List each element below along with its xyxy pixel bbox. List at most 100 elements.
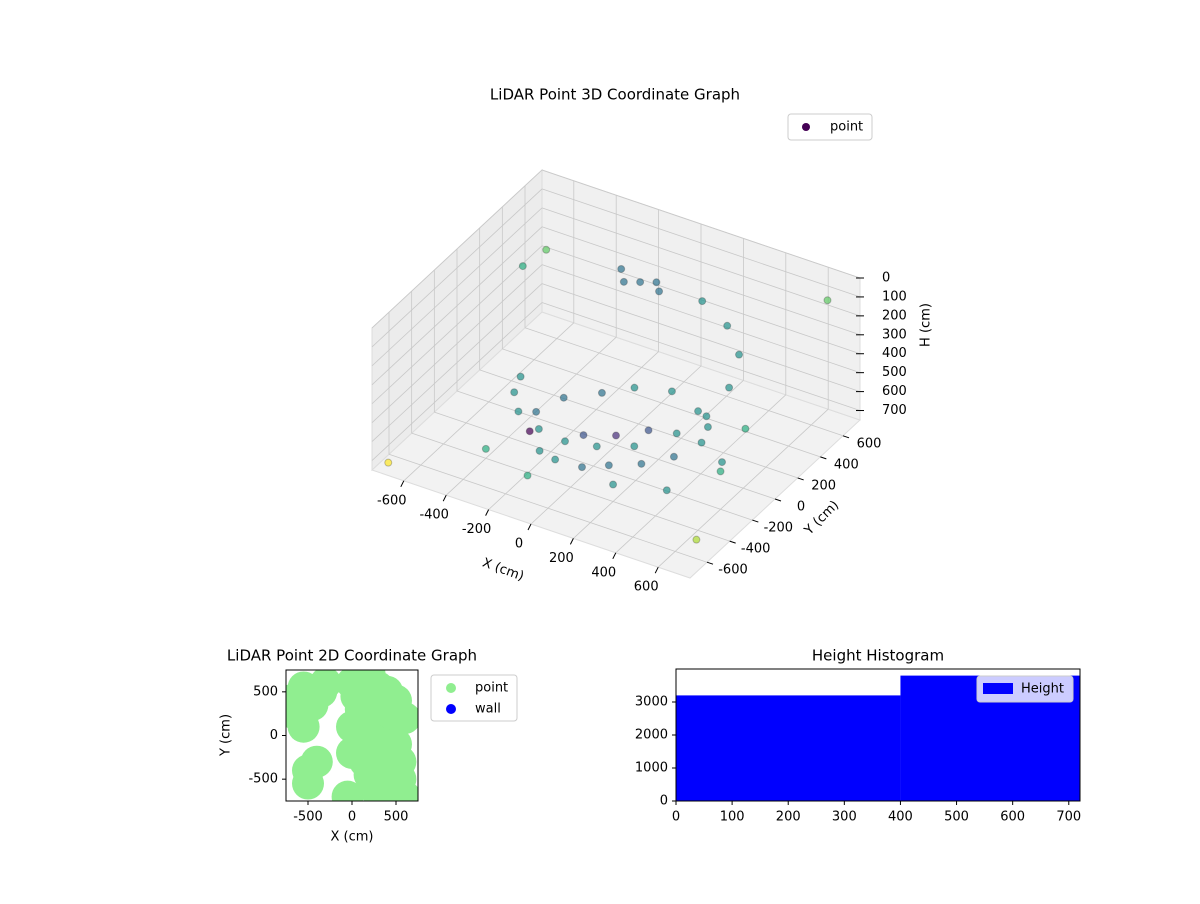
point <box>384 458 393 467</box>
grid-line <box>541 207 861 317</box>
grid-line <box>371 169 543 329</box>
legend-label: point <box>475 681 508 696</box>
point <box>525 427 534 436</box>
x-tick <box>654 566 659 574</box>
point <box>662 486 671 495</box>
point <box>694 407 703 416</box>
grid-line <box>434 411 753 521</box>
point <box>636 278 645 287</box>
x-tick-label: 700 <box>1056 810 1081 825</box>
y-axis-label: Y (cm) <box>219 714 234 757</box>
point <box>362 728 395 761</box>
z-tick-label: 700 <box>882 403 907 418</box>
legend-box <box>976 675 1074 703</box>
x-tick <box>442 494 447 502</box>
y-tick-label: 500 <box>253 684 278 699</box>
point <box>698 297 707 306</box>
y-tick-label: 1000 <box>635 761 668 776</box>
y-tick-label: 0 <box>270 728 278 743</box>
legend-marker <box>983 683 1013 694</box>
grid-line <box>371 188 543 348</box>
chart-title: LiDAR Point 3D Coordinate Graph <box>490 86 740 104</box>
point <box>619 277 628 286</box>
legend-box <box>787 113 873 141</box>
x-tick-label: 600 <box>1000 810 1025 825</box>
point <box>516 372 525 381</box>
grid-line <box>411 432 730 542</box>
point <box>718 458 726 467</box>
point <box>532 407 541 416</box>
point <box>669 452 678 461</box>
grid-line <box>371 283 543 442</box>
x-tick-label: 0 <box>672 810 680 825</box>
point <box>380 763 412 796</box>
grid-line <box>371 264 543 423</box>
point <box>725 383 734 392</box>
x-tick-label: 500 <box>384 810 409 825</box>
point <box>630 383 639 392</box>
grid-line <box>541 188 861 298</box>
point <box>655 287 664 296</box>
point <box>336 710 368 743</box>
point <box>667 387 676 396</box>
x-tick-label: -500 <box>293 810 323 825</box>
x-tick-label: 200 <box>549 551 574 566</box>
grid-line <box>371 207 543 367</box>
x-tick-label: 600 <box>634 580 659 595</box>
y-tick <box>729 540 736 544</box>
point <box>551 455 560 464</box>
x-tick-label: 100 <box>720 810 745 825</box>
z-axis-label: H (cm) <box>919 303 934 347</box>
point <box>604 461 613 470</box>
x-tick-label: 0 <box>348 810 356 825</box>
chart-title: Height Histogram <box>812 647 944 665</box>
point <box>672 429 681 438</box>
legend-marker <box>802 123 810 131</box>
x-tick-label: 200 <box>776 810 801 825</box>
x-axis-label: X (cm) <box>331 830 374 845</box>
x-tick-label: 500 <box>944 810 969 825</box>
point <box>823 296 832 305</box>
point <box>559 393 568 402</box>
point <box>578 463 586 472</box>
point <box>637 459 646 468</box>
point <box>597 388 606 397</box>
point <box>481 444 490 453</box>
x-tick <box>400 480 405 488</box>
point <box>716 467 725 476</box>
x-tick-label: 400 <box>888 810 913 825</box>
point <box>514 407 523 416</box>
z-tick-label: 300 <box>882 327 907 342</box>
point <box>510 388 519 397</box>
point <box>741 424 750 433</box>
z-tick-label: 200 <box>882 308 907 323</box>
point <box>296 688 329 721</box>
z-tick-label: 0 <box>882 271 890 286</box>
point <box>703 423 712 432</box>
y-tick-label: 3000 <box>635 695 668 710</box>
x-tick-label: 300 <box>832 810 857 825</box>
x-tick <box>527 523 532 531</box>
point <box>644 426 653 435</box>
grid-line <box>541 264 861 374</box>
y-tick-label: 0 <box>660 794 668 809</box>
x-tick-label: -200 <box>462 522 492 537</box>
z-tick-label: 400 <box>882 346 907 361</box>
grid-line <box>541 169 861 279</box>
x-tick-label: -600 <box>377 493 407 508</box>
y-tick-label: 400 <box>834 457 859 472</box>
point <box>518 262 527 271</box>
y-tick <box>820 456 827 460</box>
legend-label: Height <box>1021 682 1064 697</box>
y-tick <box>706 561 714 565</box>
point <box>617 264 626 273</box>
y-tick-label: -400 <box>741 542 771 557</box>
y-tick-label: 0 <box>797 500 805 515</box>
point <box>630 442 639 451</box>
point <box>534 425 543 433</box>
grid-line <box>541 283 861 392</box>
x-tick-label: 400 <box>591 565 616 580</box>
y-tick <box>797 477 804 481</box>
grid-line <box>502 348 821 458</box>
